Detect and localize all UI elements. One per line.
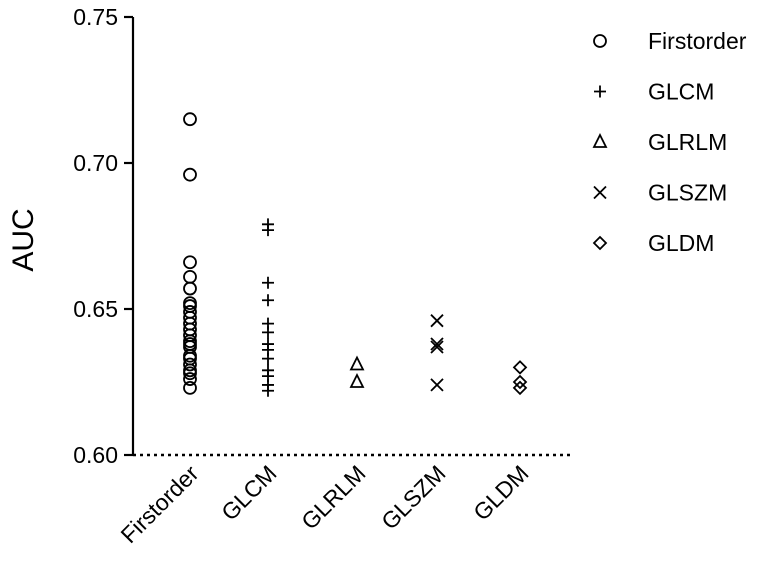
y-tick-label: 0.60: [73, 442, 118, 468]
legend-label: GLRLM: [648, 129, 727, 155]
x-tick-label: GLRLM: [296, 460, 370, 534]
data-point-cross: [430, 378, 444, 392]
y-tick-label: 0.65: [73, 296, 118, 322]
data-point-cross: [430, 337, 444, 351]
data-point-diamond: [512, 374, 528, 390]
legend-label: GLDM: [648, 230, 714, 256]
legend-item: Firstorder: [593, 28, 747, 54]
legend-label: GLCM: [648, 79, 714, 105]
data-point-diamond: [512, 380, 528, 396]
data-point-circle: [183, 269, 197, 284]
data-point-plus: [262, 294, 274, 307]
legend-marker-triangle: [592, 132, 608, 148]
x-tick-label: GLCM: [216, 460, 281, 525]
data-point-plus: [262, 384, 274, 397]
data-point-circle: [183, 380, 197, 395]
data-point-cross: [430, 340, 444, 354]
x-tick-label: GLSZM: [376, 460, 450, 534]
legend-label: GLSZM: [648, 180, 727, 206]
data-point-circle: [183, 366, 197, 381]
data-point-circle: [183, 281, 197, 296]
data-point-plus: [262, 276, 274, 289]
y-ticks: 0.60 0.65 0.70 0.75: [73, 4, 133, 468]
legend-marker-plus: [594, 85, 606, 98]
x-ticks: Firstorder GLCM GLRLM GLSZM GLDM: [116, 460, 534, 548]
data-point-triangle: [349, 355, 365, 371]
data-point-cross: [430, 314, 444, 328]
y-tick-label: 0.70: [73, 150, 118, 176]
data-point-plus: [262, 352, 274, 365]
data-point-plus: [262, 224, 274, 237]
axes: [131, 17, 574, 457]
data-points: [183, 112, 528, 397]
legend-marker-cross: [593, 185, 607, 200]
data-point-circle: [183, 112, 197, 127]
legend: Firstorder GLCM GLRLM GLSZM GLDM: [592, 28, 747, 256]
data-point-circle: [183, 372, 197, 386]
y-axis-label: AUC: [7, 208, 40, 271]
data-point-circle: [183, 167, 197, 182]
legend-item: GLCM: [594, 79, 714, 105]
legend-marker-circle: [593, 34, 607, 48]
data-point-diamond: [512, 360, 528, 375]
data-point-circle: [183, 357, 197, 372]
data-point-triangle: [349, 372, 365, 388]
legend-item: GLDM: [592, 230, 714, 256]
data-point-plus: [262, 326, 274, 339]
data-point-circle: [183, 255, 197, 270]
y-tick-label: 0.75: [73, 4, 118, 30]
legend-marker-diamond: [592, 235, 608, 251]
legend-item: GLRLM: [592, 129, 727, 155]
x-tick-label: GLDM: [468, 460, 533, 525]
legend-label: Firstorder: [648, 28, 747, 54]
legend-item: GLSZM: [593, 180, 727, 206]
x-tick-label: Firstorder: [116, 460, 204, 548]
